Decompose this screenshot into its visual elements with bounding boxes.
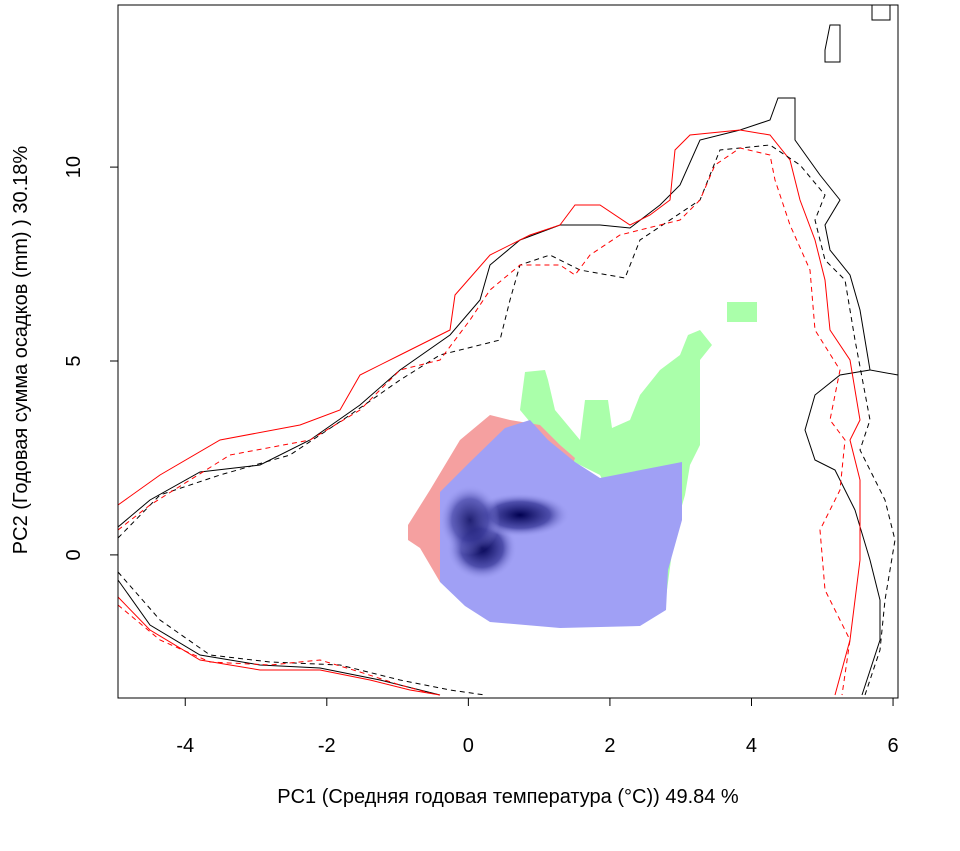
x-tick-label: 6 — [887, 735, 898, 757]
contour-line — [117, 596, 441, 696]
contour-line — [117, 144, 896, 696]
contour-line — [117, 129, 861, 696]
contour-line — [117, 579, 441, 696]
contour-line — [117, 604, 431, 694]
contour-line — [117, 571, 486, 696]
y-tick-label: 10 — [63, 156, 85, 178]
y-axis-label: PC2 (Годовая сумма осадков (mm) ) 30.18% — [10, 146, 32, 555]
plot-frame — [117, 4, 899, 699]
density-core — [440, 485, 500, 555]
y-tick-label: 0 — [63, 549, 85, 560]
x-tick-label: -4 — [176, 735, 194, 757]
density-patches — [408, 302, 757, 628]
x-tick-label: 0 — [463, 735, 474, 757]
x-tick-label: 2 — [604, 735, 615, 757]
x-tick-label: -2 — [318, 735, 336, 757]
contour-line — [804, 369, 881, 696]
contour-line — [117, 147, 851, 696]
green-region — [727, 302, 757, 322]
x-axis-label: PC1 (Средняя годовая температура (°C)) 4… — [277, 786, 739, 808]
contours — [117, 5, 899, 696]
x-tick-label: 4 — [746, 735, 757, 757]
y-tick-label: 5 — [63, 355, 85, 366]
contour-line — [824, 5, 891, 63]
